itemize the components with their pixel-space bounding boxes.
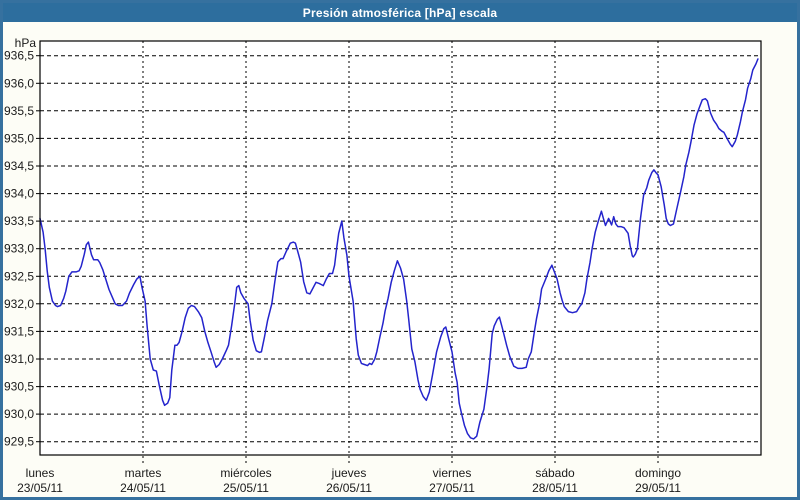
x-axis-day-name: miércoles: [220, 466, 271, 480]
x-axis-day-date: 23/05/11: [17, 481, 63, 495]
y-axis-tick-label: 931,5: [4, 324, 34, 338]
y-axis-tick-label: 930,5: [4, 380, 34, 394]
y-axis-tick-label: 934,5: [4, 159, 34, 173]
x-axis-day-name: lunes: [26, 466, 55, 480]
y-axis-tick-label: 935,0: [4, 131, 34, 145]
y-axis-tick-label: 929,5: [4, 435, 34, 449]
x-axis-day-name: martes: [125, 466, 162, 480]
y-axis-tick-label: 936,5: [4, 49, 34, 63]
x-axis-day-date: 28/05/11: [532, 481, 578, 495]
plot-area: [40, 41, 761, 455]
x-axis-day-name: viernes: [433, 466, 472, 480]
x-axis-day-date: 29/05/11: [635, 481, 681, 495]
x-axis-day-name: jueves: [331, 466, 367, 480]
y-axis-tick-label: 933,5: [4, 214, 34, 228]
y-axis-tick-label: 934,0: [4, 187, 34, 201]
y-axis-tick-label: 930,0: [4, 407, 34, 421]
y-axis-tick-label: 932,5: [4, 269, 34, 283]
y-axis-tick-label: 932,0: [4, 297, 34, 311]
window-title: Presión atmosférica [hPa] escala: [302, 5, 498, 20]
window-title-bar: Presión atmosférica [hPa] escala: [3, 3, 797, 22]
y-axis-tick-label: 933,0: [4, 242, 34, 256]
x-axis-day-date: 27/05/11: [429, 481, 475, 495]
x-axis-day-date: 26/05/11: [326, 481, 372, 495]
y-axis-tick-label: 935,5: [4, 104, 34, 118]
x-axis-day-date: 24/05/11: [120, 481, 166, 495]
y-axis-unit-label: hPa: [15, 36, 37, 50]
x-axis-day-name: sábado: [535, 466, 575, 480]
pressure-line: [39, 58, 759, 440]
x-axis-day-date: 25/05/11: [223, 481, 269, 495]
plot-border: [39, 40, 762, 456]
y-axis-tick-label: 931,0: [4, 352, 34, 366]
x-axis-day-name: domingo: [635, 466, 681, 480]
y-axis-tick-label: 936,0: [4, 76, 34, 90]
